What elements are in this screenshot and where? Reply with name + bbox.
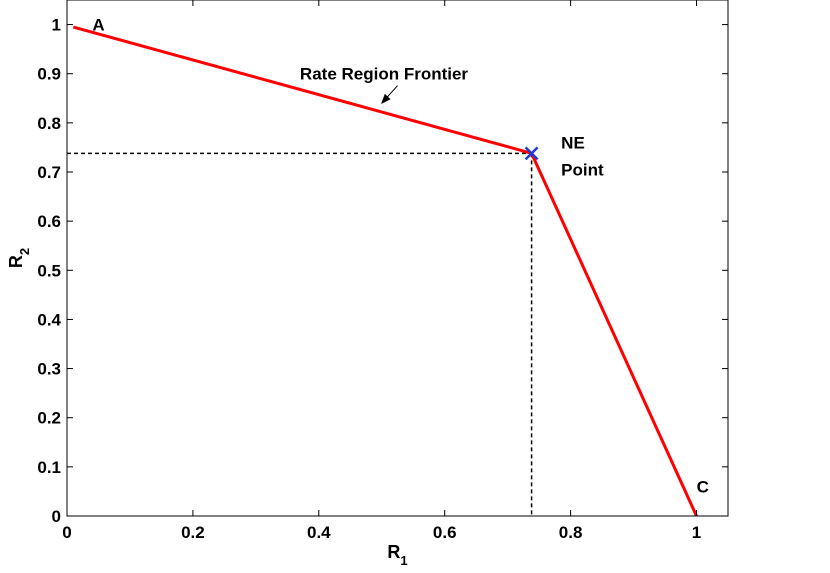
y-tick-label: 0.8 xyxy=(37,114,61,133)
x-axis-label-sub: 1 xyxy=(400,553,407,568)
x-axis-label: R1 xyxy=(387,542,407,568)
ne-guide-lines xyxy=(67,152,533,516)
ne-marker-stroke-2 xyxy=(524,146,539,161)
ne-point-label-line1: NE xyxy=(561,134,585,153)
y-axis-label-sub: 2 xyxy=(17,248,32,255)
plot-frame xyxy=(66,0,729,517)
y-tick-label: 0.4 xyxy=(37,310,61,329)
x-tick-label: 0.4 xyxy=(307,523,331,542)
x-axis-ticks: 0 0.2 0.4 0.6 0.8 1 xyxy=(62,0,701,542)
y-tick-label: 1 xyxy=(52,16,61,35)
y-axis-ticks: 0 0.1 0.2 0.3 0.4 0.5 0.6 0.7 0.8 0.9 1 xyxy=(37,16,728,526)
y-tick-label: 0.7 xyxy=(37,163,61,182)
ne-marker-group xyxy=(524,146,539,161)
frontier-arrow xyxy=(381,85,398,104)
point-a-label: A xyxy=(92,16,104,35)
y-tick-label: 0.6 xyxy=(37,212,61,231)
x-tick-label: 0.6 xyxy=(433,523,457,542)
point-c-label: C xyxy=(697,478,709,497)
x-axis-label-base: R xyxy=(387,542,400,562)
ne-point-label-line2: Point xyxy=(561,161,604,180)
y-tick-label: 0.5 xyxy=(37,261,61,280)
ne-point-marker xyxy=(524,146,539,161)
y-tick-label: 0.9 xyxy=(37,65,61,84)
frontier-label: Rate Region Frontier xyxy=(300,65,469,84)
y-tick-label: 0 xyxy=(52,507,61,526)
y-axis-label: R2 xyxy=(6,248,32,268)
y-axis-label-base: R xyxy=(6,255,26,268)
y-tick-label: 0.1 xyxy=(37,458,61,477)
x-tick-label: 0.8 xyxy=(559,523,583,542)
y-tick-label: 0.3 xyxy=(37,360,61,379)
x-tick-label: 1 xyxy=(692,523,701,542)
annotations: A C NE Point Rate Region Frontier xyxy=(92,16,709,497)
y-tick-label: 0.2 xyxy=(37,409,61,428)
x-tick-label: 0.2 xyxy=(181,523,205,542)
x-tick-label: 0 xyxy=(62,523,71,542)
